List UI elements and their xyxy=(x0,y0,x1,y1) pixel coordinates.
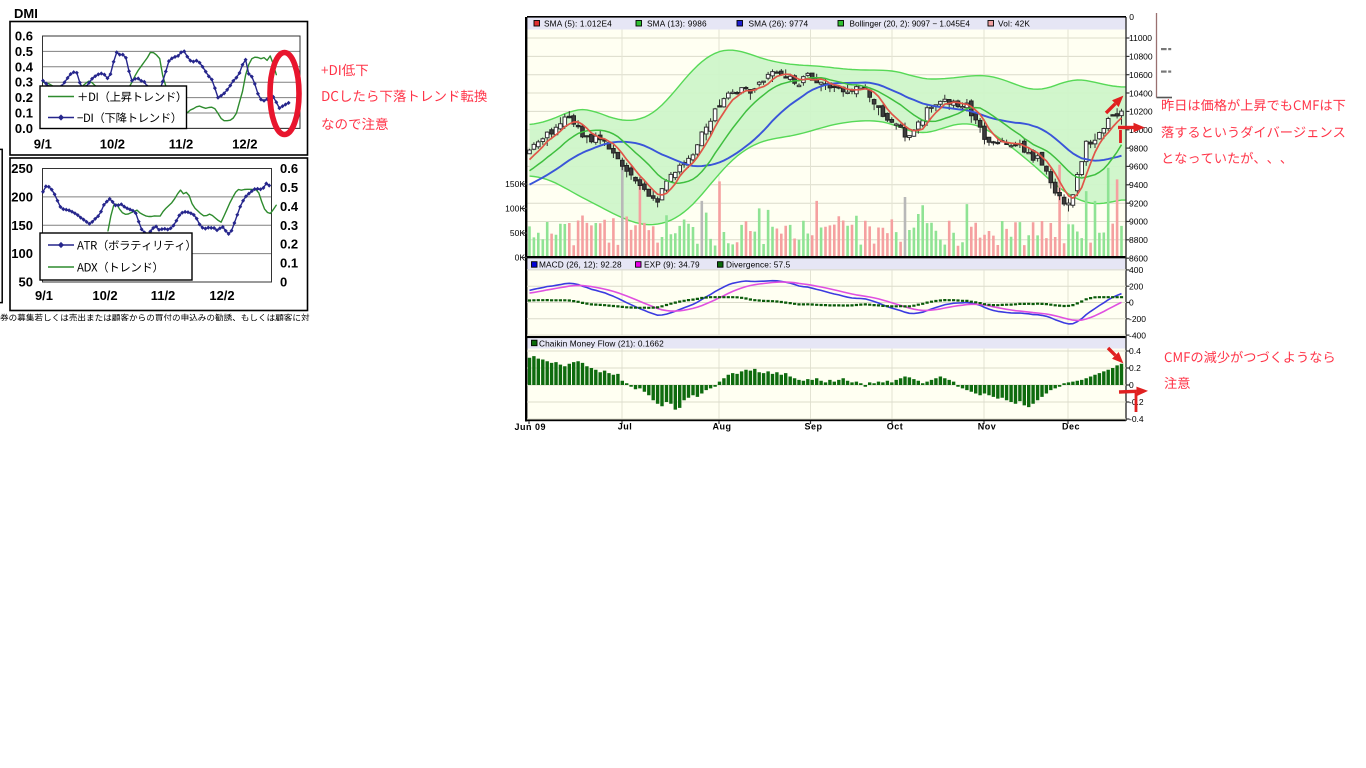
svg-text:MACD (26, 12): 92.28: MACD (26, 12): 92.28 xyxy=(539,260,622,270)
svg-text:0K: 0K xyxy=(515,253,526,263)
svg-text:SMA (26): 9774: SMA (26): 9774 xyxy=(749,19,809,29)
svg-text:9/1: 9/1 xyxy=(34,137,52,152)
svg-text:Divergence: 57.5: Divergence: 57.5 xyxy=(726,260,791,270)
svg-text:0.6: 0.6 xyxy=(15,29,33,44)
svg-text:100: 100 xyxy=(11,246,33,261)
svg-text:Aug: Aug xyxy=(713,422,732,432)
svg-text:Jun 09: Jun 09 xyxy=(515,422,547,432)
svg-text:0.5: 0.5 xyxy=(15,44,33,59)
svg-text:0.2: 0.2 xyxy=(280,237,298,252)
svg-text:Jul: Jul xyxy=(618,422,633,432)
svg-text:12/2: 12/2 xyxy=(232,137,257,152)
svg-text:0.1: 0.1 xyxy=(280,256,298,271)
svg-text:11000: 11000 xyxy=(1129,33,1152,43)
svg-text:EXP (9): 34.79: EXP (9): 34.79 xyxy=(644,260,700,270)
svg-text:9000: 9000 xyxy=(1129,217,1148,227)
svg-text:8600: 8600 xyxy=(1129,253,1148,263)
svg-text:DMI: DMI xyxy=(14,6,38,21)
svg-text:0: 0 xyxy=(1129,12,1134,22)
svg-text:200: 200 xyxy=(11,189,33,204)
svg-text:100K: 100K xyxy=(505,204,525,214)
svg-text:10400: 10400 xyxy=(1129,88,1153,98)
svg-text:10800: 10800 xyxy=(1129,52,1153,62)
svg-text:0.4: 0.4 xyxy=(280,199,299,214)
svg-text:250: 250 xyxy=(11,161,33,176)
svg-text:-200: -200 xyxy=(1129,314,1146,324)
svg-text:-0.4: -0.4 xyxy=(1129,414,1144,424)
svg-text:-400: -400 xyxy=(1129,330,1146,340)
svg-text:10/2: 10/2 xyxy=(92,288,117,303)
svg-text:0.2: 0.2 xyxy=(1129,363,1141,373)
svg-text:150K: 150K xyxy=(505,179,525,189)
svg-text:9600: 9600 xyxy=(1129,162,1148,172)
svg-text:Bollinger (20, 2): 9097 − 1.04: Bollinger (20, 2): 9097 − 1.045E4 xyxy=(850,20,971,29)
svg-text:200: 200 xyxy=(1129,281,1143,291)
svg-text:Nov: Nov xyxy=(978,422,997,432)
svg-text:400: 400 xyxy=(1129,265,1143,275)
svg-text:Sep: Sep xyxy=(804,422,822,432)
svg-text:0.5: 0.5 xyxy=(280,180,298,195)
svg-text:0: 0 xyxy=(1129,298,1134,308)
svg-text:0.6: 0.6 xyxy=(280,161,298,176)
svg-text:0.3: 0.3 xyxy=(15,75,33,90)
svg-text:Oct: Oct xyxy=(887,422,904,432)
svg-text:8800: 8800 xyxy=(1129,235,1148,245)
svg-text:9200: 9200 xyxy=(1129,198,1148,208)
svg-text:9400: 9400 xyxy=(1129,180,1148,190)
svg-text:Vol: 42K: Vol: 42K xyxy=(998,19,1030,29)
svg-text:SMA (13): 9986: SMA (13): 9986 xyxy=(647,19,707,29)
svg-text:12/2: 12/2 xyxy=(209,288,234,303)
svg-text:9800: 9800 xyxy=(1129,143,1148,153)
svg-text:50: 50 xyxy=(19,275,33,290)
svg-text:11/2: 11/2 xyxy=(151,288,176,303)
svg-text:9/1: 9/1 xyxy=(35,288,53,303)
svg-text:50K: 50K xyxy=(510,228,525,238)
svg-text:0.4: 0.4 xyxy=(15,59,34,74)
svg-text:0: 0 xyxy=(1129,380,1134,390)
svg-text:10600: 10600 xyxy=(1129,70,1153,80)
svg-text:10000: 10000 xyxy=(1129,125,1153,135)
svg-text:0.0: 0.0 xyxy=(15,121,33,136)
svg-text:0: 0 xyxy=(280,275,287,290)
svg-text:0.1: 0.1 xyxy=(15,106,33,121)
svg-text:Dec: Dec xyxy=(1062,422,1080,432)
svg-text:0.4: 0.4 xyxy=(1129,346,1141,356)
svg-text:10/2: 10/2 xyxy=(100,137,125,152)
svg-text:0.3: 0.3 xyxy=(280,218,298,233)
svg-text:10200: 10200 xyxy=(1129,107,1153,117)
svg-text:150: 150 xyxy=(11,218,33,233)
svg-text:Chaikin Money Flow (21): 0.166: Chaikin Money Flow (21): 0.1662 xyxy=(539,338,664,348)
svg-text:11/2: 11/2 xyxy=(169,137,194,152)
svg-text:0.2: 0.2 xyxy=(15,90,33,105)
svg-text:SMA (5): 1.012E4: SMA (5): 1.012E4 xyxy=(544,19,612,29)
